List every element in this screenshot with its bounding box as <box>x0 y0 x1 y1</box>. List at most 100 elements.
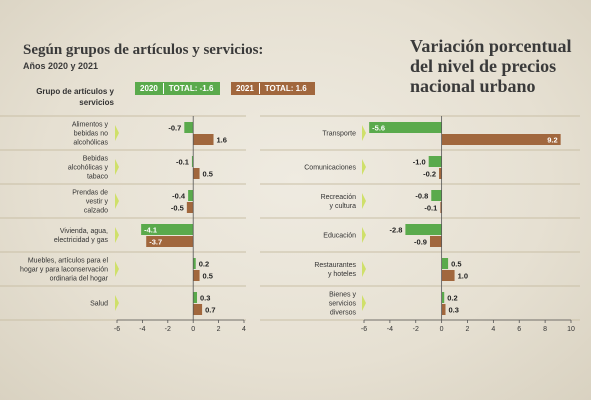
category-label: alcohólicas y <box>68 165 109 172</box>
row-arrow-icon <box>115 193 119 209</box>
value-label-2021: -3.7 <box>149 238 162 247</box>
x-tick-label: 2 <box>466 326 470 333</box>
category-label: calzado <box>84 208 108 215</box>
category-label: Muebles, artículos para el <box>28 258 109 265</box>
category-label: ordinaria del hogar <box>50 276 109 283</box>
value-label-2020: 0.5 <box>451 260 461 269</box>
bar-2021 <box>193 168 200 179</box>
legend-2021: 2021 TOTAL: 1.6 <box>231 82 315 95</box>
row-arrow-icon <box>362 295 366 311</box>
category-label: y cultura <box>330 203 357 210</box>
category-label: electricidad y gas <box>54 237 109 244</box>
category-label: Recreación <box>321 194 357 201</box>
value-label-2020: -0.7 <box>168 124 181 133</box>
row-arrow-icon <box>115 295 119 311</box>
bar-2021 <box>186 202 194 213</box>
bar-2020 <box>369 122 442 133</box>
x-tick-label: -2 <box>413 326 419 333</box>
bar-2020 <box>191 156 194 167</box>
row-arrow-icon <box>115 261 119 277</box>
category-label: vestir y <box>86 199 109 206</box>
x-tick-label: -2 <box>165 326 171 333</box>
bar-2021 <box>440 202 442 213</box>
value-label-2021: 1.0 <box>458 272 468 281</box>
category-label: Restaurantes <box>314 262 356 269</box>
category-label: bebidas no <box>74 131 108 138</box>
legend-2020-year: 2020 <box>140 84 158 93</box>
value-label-2021: 0.5 <box>203 170 213 179</box>
row-arrow-icon <box>362 227 366 243</box>
value-label-2021: -0.2 <box>423 170 436 179</box>
category-label: Salud <box>90 301 108 308</box>
x-tick-label: 2 <box>217 326 221 333</box>
value-label-2021: -0.5 <box>171 204 184 213</box>
value-label-2020: 0.2 <box>447 294 457 303</box>
value-label-2020: -0.1 <box>176 158 189 167</box>
category-label: Comunicaciones <box>304 165 356 172</box>
value-label-2020: 0.3 <box>200 294 210 303</box>
bar-2020 <box>193 292 198 303</box>
x-tick-label: 10 <box>567 326 575 333</box>
x-tick-label: 0 <box>440 326 444 333</box>
x-tick-label: -6 <box>114 326 120 333</box>
bar-2021 <box>146 236 194 247</box>
x-tick-label: 8 <box>543 326 547 333</box>
value-label-2020: -0.4 <box>172 192 186 201</box>
value-label-2021: 0.3 <box>449 306 459 315</box>
x-tick-label: -6 <box>361 326 367 333</box>
value-label-2021: 0.5 <box>203 272 213 281</box>
bar-2020 <box>188 190 194 201</box>
value-label-2021: 0.7 <box>205 306 215 315</box>
bar-2021 <box>429 236 442 247</box>
group-header: Grupo de artículos y servicios <box>36 87 114 107</box>
legend-divider <box>162 83 164 94</box>
bar-2021 <box>441 270 455 281</box>
chart-subtitle: Según grupos de artículos y servicios: <box>23 42 264 58</box>
category-label: tabaco <box>87 174 108 181</box>
category-label: diversos <box>330 310 357 317</box>
category-label: Vivienda, agua, <box>60 228 108 235</box>
bar-2020 <box>184 122 194 133</box>
bar-2020 <box>428 156 442 167</box>
legend-2020-total: TOTAL: -1.6 <box>168 84 214 93</box>
bar-2020 <box>441 258 449 269</box>
bar-2020 <box>193 258 196 269</box>
category-label: Bebidas <box>83 156 109 163</box>
x-tick-label: 4 <box>242 326 246 333</box>
bar-2021 <box>193 134 214 145</box>
value-label-2021: -0.1 <box>424 204 437 213</box>
row-arrow-icon <box>362 159 366 175</box>
x-tick-label: 4 <box>491 326 495 333</box>
category-label: servicios <box>329 301 357 308</box>
category-label: y hoteles <box>328 271 357 278</box>
value-label-2020: -4.1 <box>144 226 157 235</box>
row-arrow-icon <box>362 125 366 141</box>
value-label-2021: 1.6 <box>217 136 227 145</box>
legend-2021-total: TOTAL: 1.6 <box>264 84 307 93</box>
category-label: alcohólicas <box>73 140 108 147</box>
category-label: Transporte <box>322 131 356 138</box>
bar-2021 <box>439 168 442 179</box>
x-tick-label: -4 <box>387 326 393 333</box>
category-label: Educación <box>323 233 356 240</box>
x-tick-label: -4 <box>139 326 145 333</box>
row-arrow-icon <box>362 193 366 209</box>
chart-title: Variación porcentual del nivel de precio… <box>410 36 572 96</box>
value-label-2020: -2.8 <box>389 226 402 235</box>
legend-2021-year: 2021 <box>236 84 254 93</box>
x-tick-label: 6 <box>517 326 521 333</box>
row-arrow-icon <box>115 159 119 175</box>
bar-2021 <box>193 304 203 315</box>
category-label: Prendas de <box>72 190 108 197</box>
bar-2020 <box>405 224 442 235</box>
category-label: Alimentos y <box>72 122 109 129</box>
row-arrow-icon <box>115 227 119 243</box>
category-label: Bienes y <box>329 292 356 299</box>
bar-2021 <box>441 304 446 315</box>
value-label-2020: -0.8 <box>415 192 428 201</box>
bar-2021 <box>193 270 200 281</box>
value-label-2020: -5.6 <box>372 124 385 133</box>
value-label-2021: -0.9 <box>414 238 427 247</box>
value-label-2020: -1.0 <box>413 158 426 167</box>
category-label: hogar y para laconservación <box>20 267 108 274</box>
